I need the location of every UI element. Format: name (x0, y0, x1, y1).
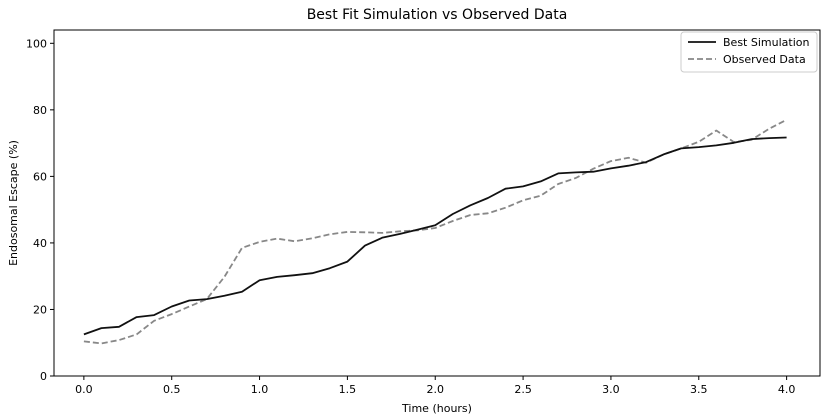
legend: Best Simulation Observed Data (680, 31, 818, 73)
x-tick-label: 1.0 (251, 383, 269, 396)
x-axis-ticks: 0.0 0.5 1.0 1.5 2.0 2.5 3.0 3.5 4.0 (75, 376, 795, 396)
x-tick-label: 4.0 (778, 383, 796, 396)
y-tick-label: 60 (33, 170, 47, 183)
x-tick-label: 3.5 (690, 383, 708, 396)
plot-frame (53, 29, 821, 377)
y-tick-label: 40 (33, 237, 47, 250)
series-line-observed-data (83, 118, 788, 345)
legend-label-observed-data: Observed Data (723, 53, 806, 66)
y-tick-label: 20 (33, 303, 47, 316)
x-tick-label: 3.0 (602, 383, 620, 396)
x-tick-label: 1.5 (339, 383, 357, 396)
series-layer (83, 118, 788, 345)
y-tick-label: 0 (40, 370, 47, 383)
x-tick-label: 0.5 (163, 383, 181, 396)
y-tick-label: 100 (26, 37, 47, 50)
x-tick-label: 0.0 (75, 383, 93, 396)
y-axis-label: Endosomal Escape (%) (7, 140, 20, 266)
plot-area (53, 29, 821, 377)
y-tick-label: 80 (33, 104, 47, 117)
chart-title: Best Fit Simulation vs Observed Data (307, 7, 568, 23)
x-tick-label: 2.0 (426, 383, 444, 396)
y-axis-ticks: 0 20 40 60 80 100 (26, 37, 54, 383)
x-tick-label: 2.5 (514, 383, 532, 396)
series-line-best-simulation (83, 136, 787, 336)
legend-label-best-simulation: Best Simulation (723, 36, 809, 49)
x-axis-label: Time (hours) (401, 402, 472, 415)
